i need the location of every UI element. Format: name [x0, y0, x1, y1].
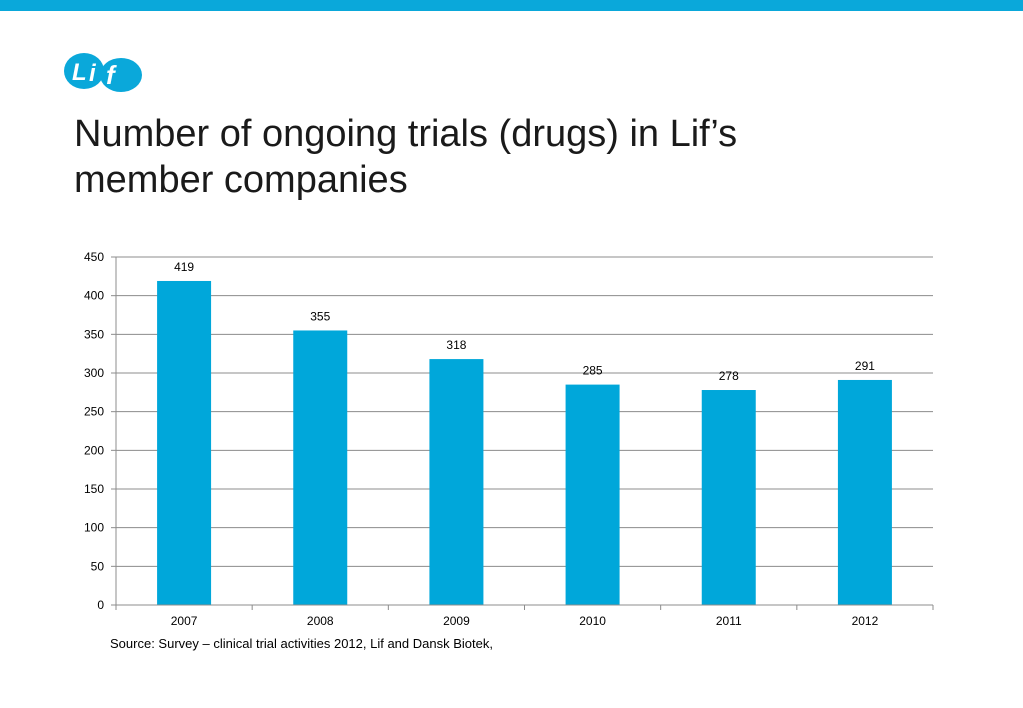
- y-tick-label: 200: [84, 443, 104, 457]
- bar: [429, 359, 484, 605]
- y-tick-label: 400: [84, 289, 104, 303]
- bar: [293, 330, 348, 605]
- y-tick-label: 0: [97, 598, 104, 612]
- lif-logo: L i f: [64, 53, 142, 92]
- bar: [157, 280, 212, 605]
- y-tick-label: 50: [91, 559, 105, 573]
- y-tick-label: 450: [84, 250, 104, 264]
- data-label: 419: [174, 260, 194, 274]
- x-tick-label: 2011: [716, 614, 742, 628]
- source-note: Source: Survey – clinical trial activiti…: [110, 636, 493, 651]
- y-tick-label: 150: [84, 482, 104, 496]
- x-tick-label: 2008: [307, 614, 334, 628]
- data-label: 318: [446, 338, 466, 352]
- data-label: 355: [310, 309, 330, 323]
- data-label: 291: [855, 359, 875, 373]
- bar: [565, 384, 620, 605]
- data-label: 278: [719, 369, 739, 383]
- title-line-2: member companies: [74, 159, 408, 201]
- title-line-1: Number of ongoing trials (drugs) in Lif’…: [74, 113, 738, 155]
- bar: [701, 390, 756, 605]
- y-tick-label: 100: [84, 521, 104, 535]
- x-tick-label: 2010: [579, 614, 606, 628]
- x-tick-label: 2012: [852, 614, 879, 628]
- y-tick-label: 350: [84, 327, 104, 341]
- data-label: 285: [583, 364, 603, 378]
- svg-text:i: i: [89, 60, 97, 87]
- top-accent-bar: [0, 0, 1023, 11]
- y-tick-label: 300: [84, 366, 104, 380]
- svg-text:f: f: [106, 60, 117, 90]
- x-tick-label: 2007: [171, 614, 198, 628]
- page-title: Number of ongoing trials (drugs) in Lif’…: [74, 111, 974, 203]
- bar: [837, 379, 892, 605]
- bar-chart: 0 50 100 150 200 250 300 350 400 450 419 2007 355 200…: [84, 250, 934, 628]
- y-tick-label: 250: [84, 405, 104, 419]
- svg-text:L: L: [72, 59, 87, 86]
- x-tick-label: 2009: [443, 614, 470, 628]
